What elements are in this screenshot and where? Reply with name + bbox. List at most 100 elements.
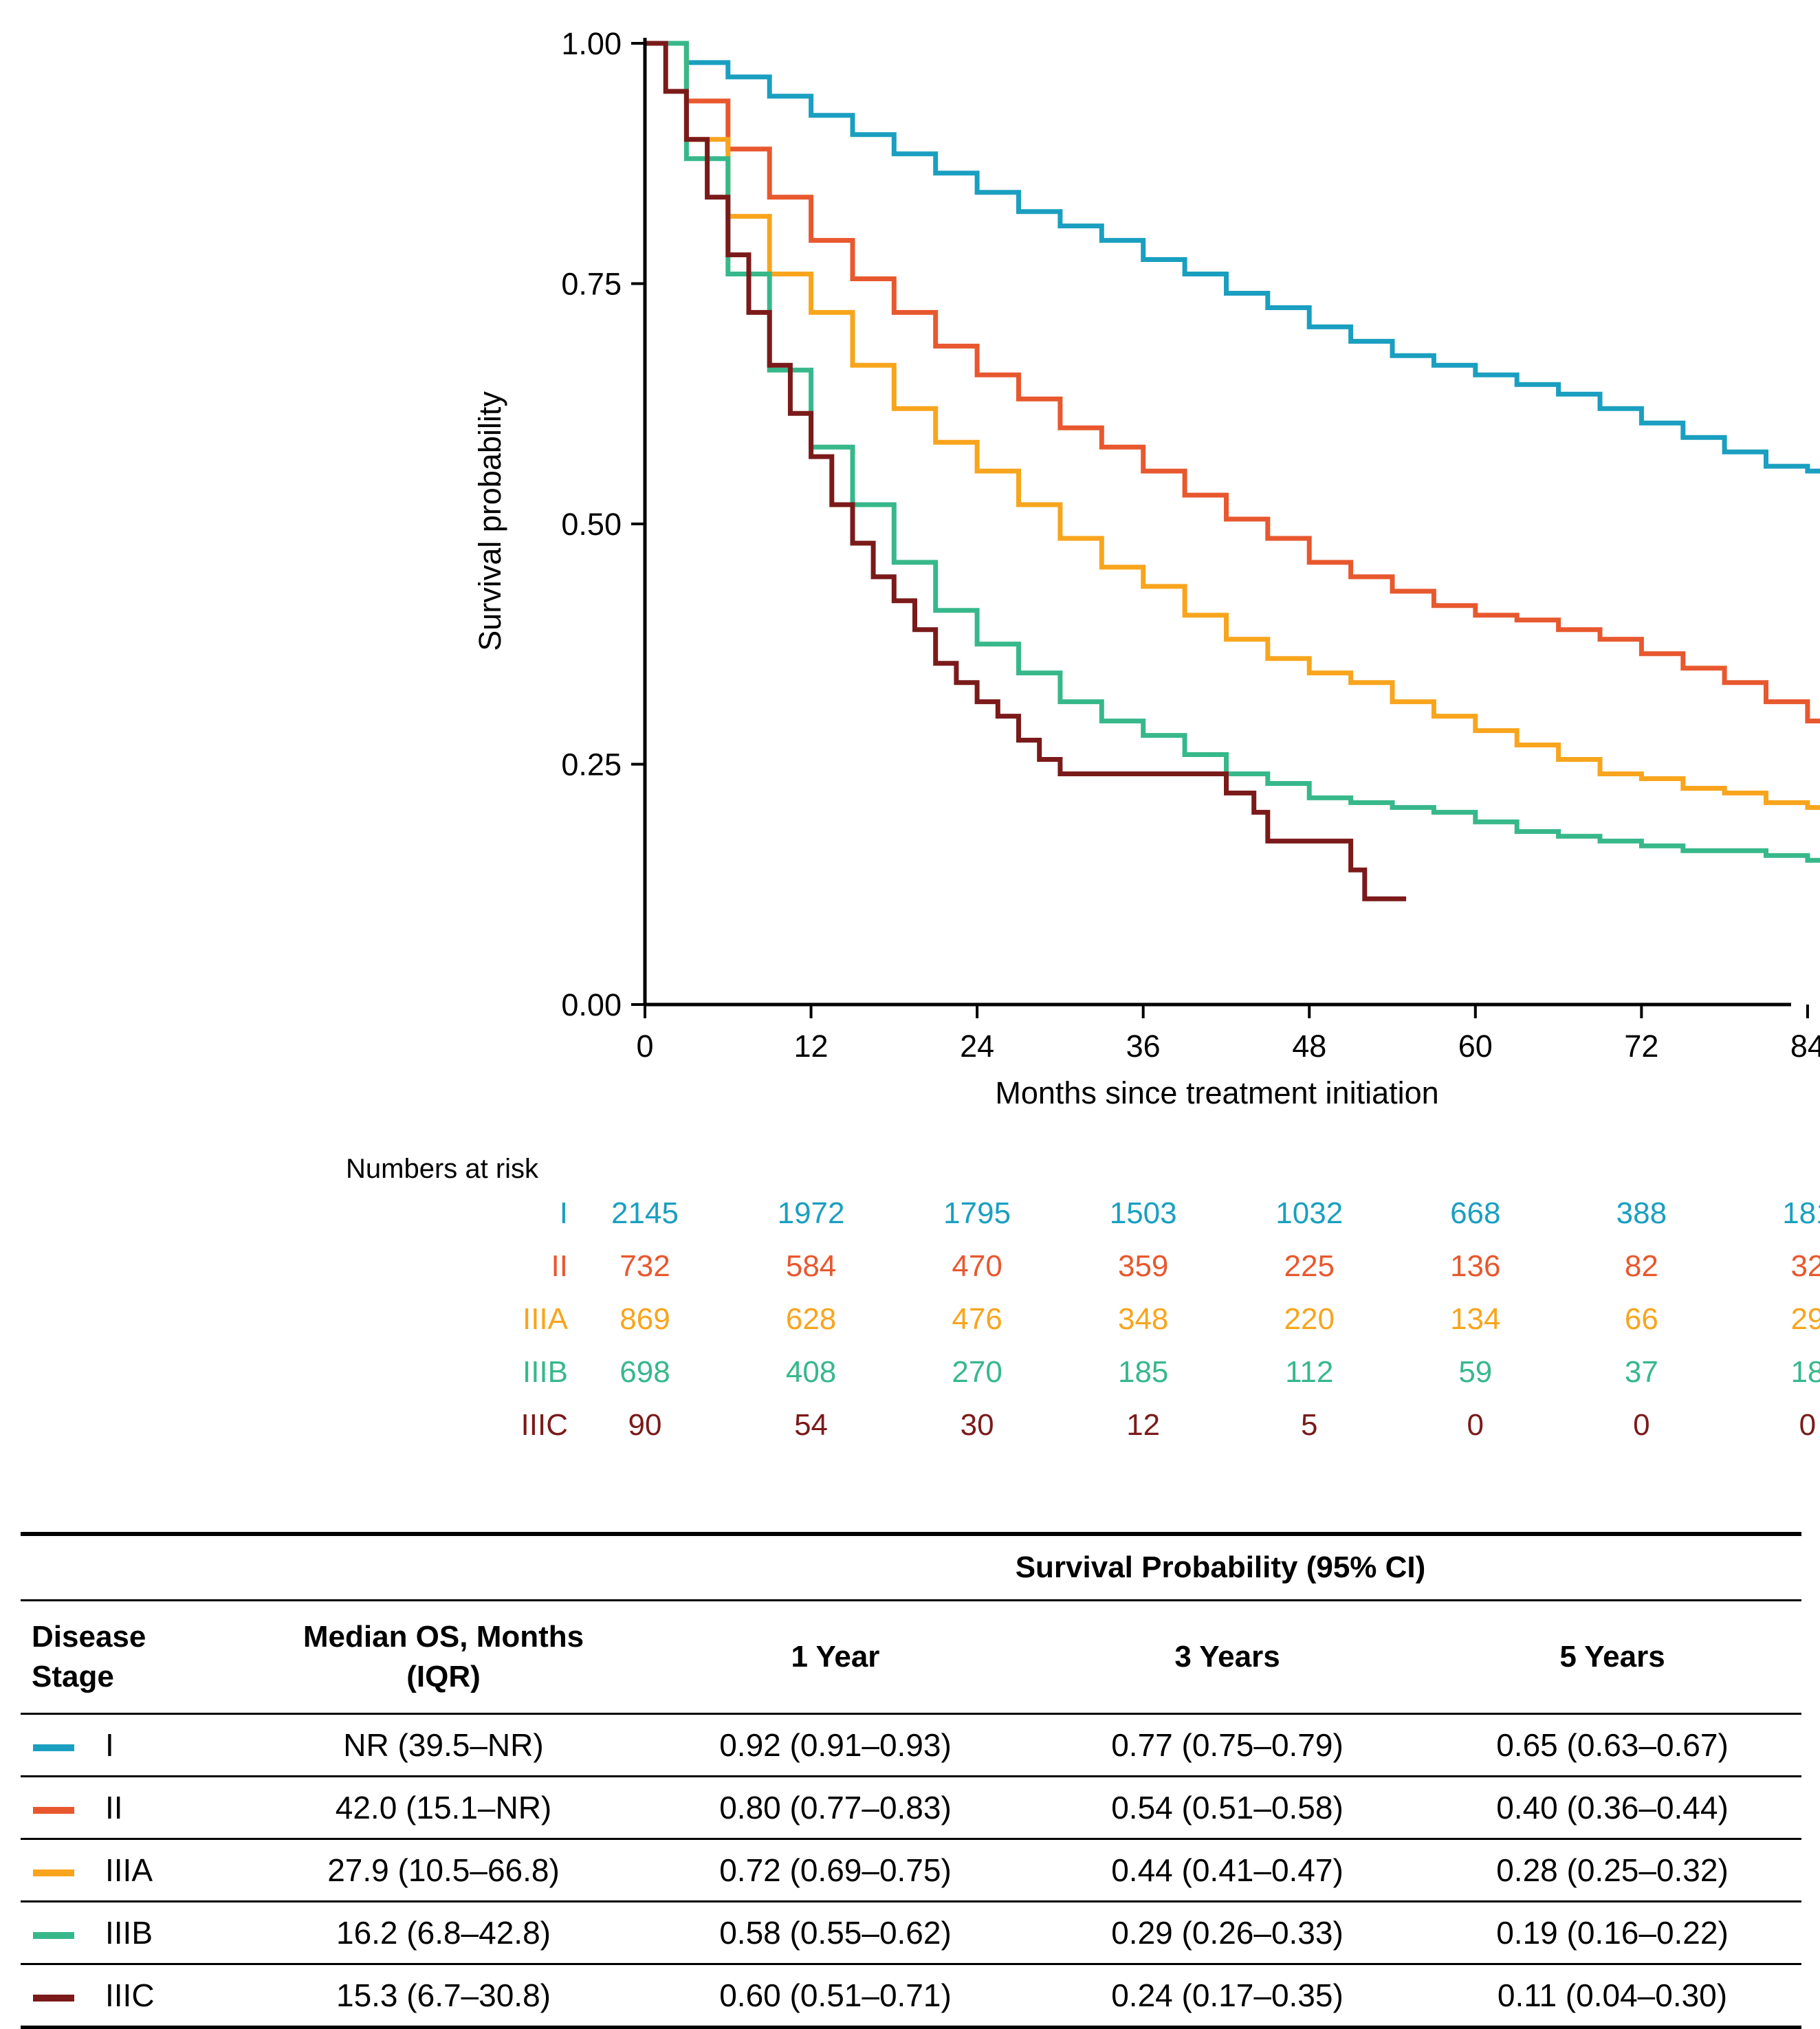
x-tick-label: 48 bbox=[1292, 1029, 1326, 1064]
y-tick-label: 0.00 bbox=[561, 987, 622, 1022]
table-row: IIIA 27.9 (10.5–66.8) 0.72 (0.69–0.75) 0… bbox=[21, 1839, 1801, 1902]
risk-row-label: IIIC bbox=[521, 1408, 568, 1442]
stage-cell: IIIC bbox=[21, 1964, 248, 2029]
stage-cell: IIIB bbox=[21, 1901, 248, 1965]
x-tick-label: 72 bbox=[1624, 1029, 1658, 1064]
risk-value: 18 bbox=[1790, 1355, 1820, 1389]
series-line-iiic bbox=[645, 41, 1407, 901]
risk-value: 359 bbox=[1118, 1249, 1168, 1283]
median-cell: 16.2 (6.8–42.8) bbox=[248, 1901, 639, 1965]
year1-cell: 0.58 (0.55–0.62) bbox=[639, 1901, 1031, 1965]
median-cell: 27.9 (10.5–66.8) bbox=[248, 1839, 639, 1902]
year3-cell: 0.29 (0.26–0.33) bbox=[1031, 1901, 1423, 1965]
risk-value: 225 bbox=[1284, 1249, 1335, 1283]
risk-value: 0 bbox=[1467, 1408, 1484, 1442]
risk-value: 0 bbox=[1799, 1408, 1816, 1442]
risk-value: 5 bbox=[1301, 1408, 1317, 1442]
risk-value: 388 bbox=[1616, 1196, 1667, 1230]
legend-swatch-iiic bbox=[33, 1994, 74, 2001]
risk-table-title: Numbers at risk bbox=[346, 1154, 539, 1184]
risk-value: 37 bbox=[1625, 1355, 1658, 1389]
summary-header-row: Disease Stage Median OS, Months (IQR) 1 Ye… bbox=[21, 1600, 1801, 1715]
x-tick-label: 60 bbox=[1458, 1029, 1493, 1064]
median-cell: 42.0 (15.1–NR) bbox=[248, 1776, 639, 1840]
year3-header: 3 Years bbox=[1031, 1600, 1423, 1715]
y-tick-label: 0.25 bbox=[561, 747, 622, 782]
year1-cell: 0.60 (0.51–0.71) bbox=[639, 1964, 1031, 2029]
summary-table: Survival Probability (95% CI) Disease Sta… bbox=[21, 1532, 1801, 2029]
risk-value: 29 bbox=[1790, 1302, 1820, 1336]
year5-cell: 0.19 (0.16–0.22) bbox=[1423, 1901, 1801, 1965]
risk-value: 408 bbox=[786, 1355, 836, 1389]
risk-value: 348 bbox=[1118, 1302, 1168, 1336]
risk-value: 66 bbox=[1625, 1302, 1658, 1336]
x-tick-label: 84 bbox=[1790, 1029, 1820, 1064]
x-tick-label: 36 bbox=[1126, 1029, 1161, 1064]
risk-table: I2145197217951503103266838818169II732584… bbox=[521, 1196, 1820, 1442]
risk-value: 185 bbox=[1118, 1355, 1168, 1389]
year3-cell: 0.24 (0.17–0.35) bbox=[1031, 1964, 1423, 2029]
year1-cell: 0.80 (0.77–0.83) bbox=[639, 1776, 1031, 1840]
disease-stage-header: Disease Stage bbox=[21, 1600, 248, 1715]
year5-cell: 0.28 (0.25–0.32) bbox=[1423, 1839, 1801, 1902]
y-axis-ticks: 0.00 0.25 0.50 0.75 1.00 bbox=[561, 26, 645, 1022]
median-os-header: Median OS, Months (IQR) bbox=[248, 1600, 639, 1715]
survival-curves bbox=[645, 41, 1820, 901]
y-axis-label: Survival probability bbox=[472, 391, 507, 651]
risk-value: 470 bbox=[952, 1249, 1002, 1283]
risk-value: 82 bbox=[1625, 1249, 1658, 1283]
risk-value: 59 bbox=[1458, 1355, 1492, 1389]
legend-swatch-iiia bbox=[33, 1869, 74, 1876]
risk-value: 220 bbox=[1284, 1302, 1335, 1336]
series-line-iiib bbox=[645, 41, 1820, 863]
risk-value: 668 bbox=[1450, 1196, 1500, 1230]
risk-row-label: II bbox=[551, 1249, 568, 1283]
risk-value: 12 bbox=[1126, 1408, 1160, 1442]
risk-value: 112 bbox=[1285, 1355, 1333, 1389]
risk-value: 90 bbox=[628, 1408, 662, 1442]
legend-swatch-iiib bbox=[33, 1931, 74, 1939]
table-row: IIIB 16.2 (6.8–42.8) 0.58 (0.55–0.62) 0.… bbox=[21, 1901, 1801, 1965]
series-line-iiia bbox=[645, 41, 1820, 810]
risk-value: 270 bbox=[952, 1355, 1002, 1389]
risk-row-label: IIIB bbox=[523, 1355, 568, 1389]
risk-value: 1503 bbox=[1110, 1196, 1177, 1230]
legend-swatch-i bbox=[33, 1744, 74, 1751]
risk-value: 2145 bbox=[611, 1196, 679, 1230]
risk-value: 732 bbox=[620, 1249, 670, 1283]
series-line-i bbox=[645, 41, 1820, 474]
median-cell: NR (39.5–NR) bbox=[248, 1713, 639, 1777]
table-row: IIIC 15.3 (6.7–30.8) 0.60 (0.51–0.71) 0.… bbox=[21, 1964, 1801, 2029]
risk-value: 1032 bbox=[1275, 1196, 1343, 1230]
risk-value: 30 bbox=[961, 1408, 994, 1442]
risk-value: 134 bbox=[1450, 1302, 1500, 1336]
risk-row-label: I bbox=[560, 1196, 568, 1230]
year5-cell: 0.40 (0.36–0.44) bbox=[1423, 1776, 1801, 1840]
risk-value: 1795 bbox=[943, 1196, 1011, 1230]
table-row: II 42.0 (15.1–NR) 0.80 (0.77–0.83) 0.54 … bbox=[21, 1776, 1801, 1840]
summary-header-group-row: Survival Probability (95% CI) bbox=[21, 1532, 1801, 1601]
year5-cell: 0.65 (0.63–0.67) bbox=[1423, 1713, 1801, 1777]
year1-cell: 0.92 (0.91–0.93) bbox=[639, 1713, 1031, 1777]
y-tick-label: 0.50 bbox=[561, 507, 622, 542]
year3-cell: 0.44 (0.41–0.47) bbox=[1031, 1839, 1423, 1902]
risk-value: 698 bbox=[620, 1355, 670, 1389]
y-tick-label: 0.75 bbox=[561, 267, 622, 302]
risk-value: 181 bbox=[1782, 1196, 1820, 1230]
year1-header: 1 Year bbox=[639, 1600, 1031, 1715]
y-tick-label: 1.00 bbox=[561, 26, 622, 61]
risk-row-label: IIIA bbox=[523, 1302, 569, 1336]
x-tick-label: 12 bbox=[794, 1029, 829, 1064]
risk-value: 32 bbox=[1790, 1249, 1820, 1283]
risk-value: 136 bbox=[1450, 1249, 1500, 1283]
risk-value: 628 bbox=[786, 1302, 836, 1336]
survival-chart: 0.000.250.500.751.00 01224364860728496 S… bbox=[346, 26, 1820, 1442]
x-tick-label: 24 bbox=[960, 1029, 994, 1064]
year5-header: 5 Years bbox=[1423, 1600, 1801, 1715]
year3-cell: 0.77 (0.75–0.79) bbox=[1031, 1713, 1423, 1777]
stage-cell: IIIA bbox=[21, 1839, 248, 1902]
year5-cell: 0.11 (0.04–0.30) bbox=[1423, 1964, 1801, 2029]
risk-value: 1972 bbox=[778, 1196, 845, 1230]
risk-value: 54 bbox=[794, 1408, 828, 1442]
year1-cell: 0.72 (0.69–0.75) bbox=[639, 1839, 1031, 1902]
